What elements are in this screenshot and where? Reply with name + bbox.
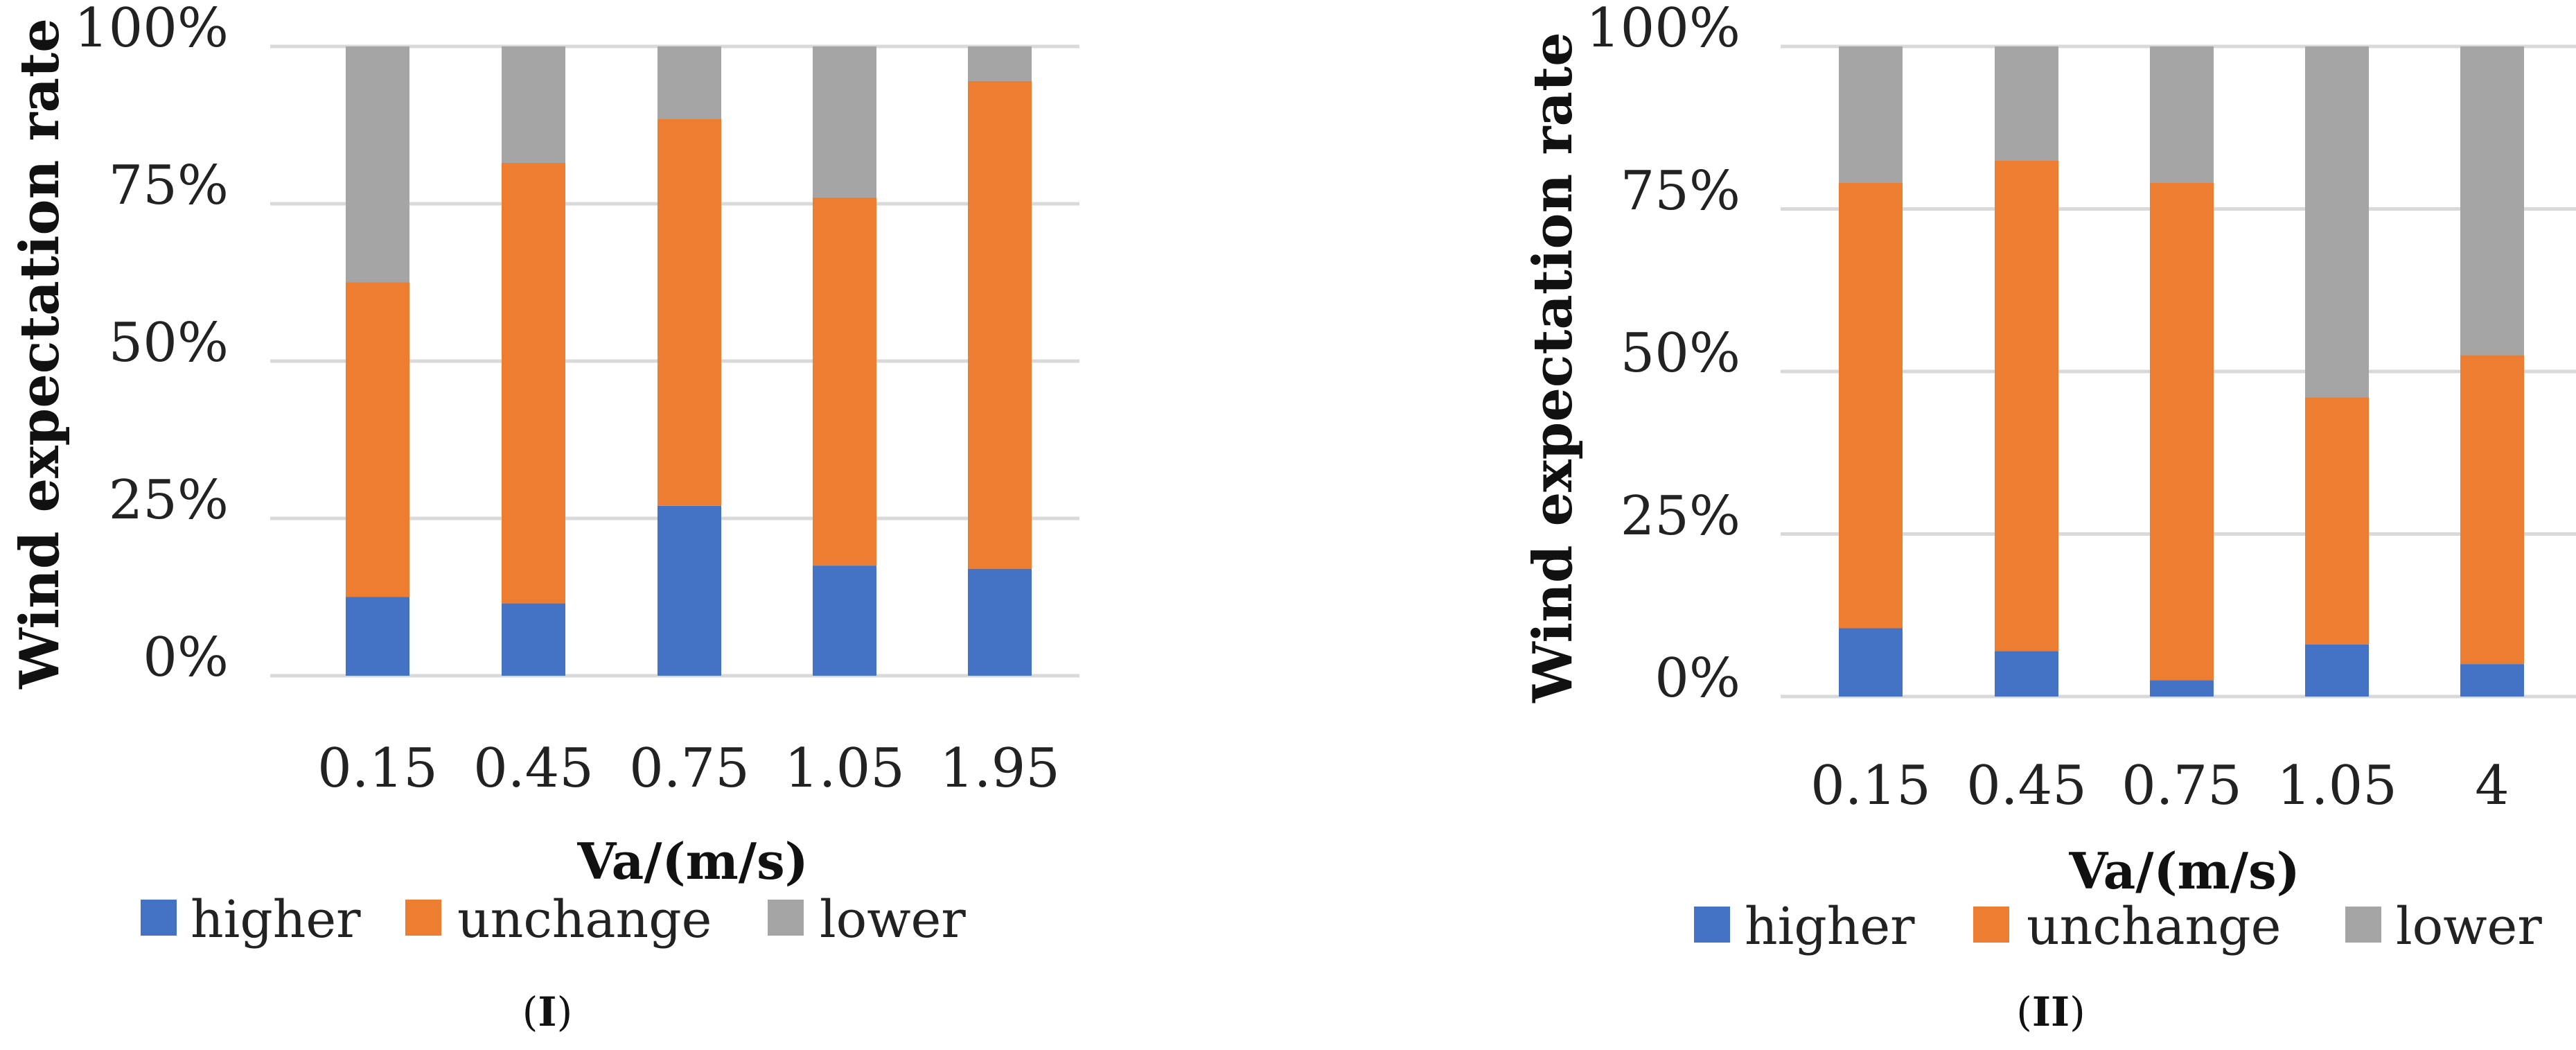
bar-unchange-0.75 — [2150, 182, 2214, 681]
x-tick-label: 0.15 — [317, 737, 438, 800]
legend-label-higher: higher — [1745, 897, 1915, 956]
x-tick-label: 0.75 — [629, 737, 750, 800]
x-tick-label: 1.05 — [784, 737, 905, 800]
x-tick-label: 4 — [2475, 755, 2509, 817]
bar-higher-1.05 — [813, 566, 876, 676]
chart-2-x-axis-title: Va/(m/s) — [2068, 841, 2300, 900]
y-tick-label: 75% — [1621, 160, 1740, 222]
bar-lower-1.95 — [968, 46, 1032, 81]
bar-lower-0.15 — [346, 46, 409, 283]
legend-swatch-unchange — [405, 900, 441, 936]
legend-swatch-higher — [141, 900, 177, 936]
chart-2-legend: higher unchange lower — [1694, 897, 2542, 956]
legend-swatch-unchange — [1973, 907, 2009, 943]
legend-label-higher: higher — [191, 890, 361, 950]
bar-lower-0.75 — [2150, 46, 2214, 183]
chart-1-x-ticks: 0.15 0.45 0.75 1.05 1.95 — [317, 737, 1060, 800]
bar-higher-0.45 — [502, 603, 565, 676]
y-tick-label: 25% — [109, 469, 229, 532]
bar-unchange-1.95 — [968, 80, 1032, 569]
chart-2-caption-label: II — [2032, 988, 2070, 1035]
y-tick-label: 50% — [109, 312, 229, 374]
y-tick-label: 100% — [1586, 0, 1740, 60]
bar-higher-1.05 — [2305, 644, 2369, 697]
bar-higher-0.75 — [2150, 680, 2214, 697]
bar-lower-0.45 — [502, 46, 565, 163]
y-tick-label: 100% — [74, 0, 229, 60]
chart-1-bars — [346, 46, 1032, 676]
bar-higher-0.45 — [1995, 651, 2058, 697]
y-tick-label: 75% — [109, 155, 229, 217]
chart-1-x-axis-title: Va/(m/s) — [576, 832, 808, 891]
bar-unchange-1.05 — [813, 197, 876, 566]
x-tick-label: 1.05 — [2277, 755, 2397, 817]
chart-1-legend: higher unchange lower — [141, 890, 966, 950]
bar-lower-4 — [2460, 46, 2524, 356]
bar-unchange-0.15 — [346, 282, 409, 597]
legend-label-lower: lower — [820, 890, 966, 950]
bar-lower-0.75 — [658, 46, 721, 119]
chart-2-x-ticks: 0.15 0.45 0.75 1.05 4 — [1810, 755, 2509, 817]
x-tick-label: 0.15 — [1810, 755, 1931, 817]
x-tick-label: 0.45 — [1966, 755, 2087, 817]
chart-1-y-axis-title: Wind expectation rate — [8, 18, 71, 689]
chart-2-caption: (II) — [2016, 988, 2085, 1035]
x-tick-label: 1.95 — [939, 737, 1060, 800]
bar-higher-0.75 — [658, 505, 721, 676]
bar-unchange-0.75 — [658, 119, 721, 506]
bar-higher-0.15 — [1839, 628, 1903, 697]
bar-unchange-1.05 — [2305, 397, 2369, 645]
bar-lower-1.05 — [813, 46, 876, 198]
bar-lower-0.15 — [1839, 46, 1903, 183]
chart-2-y-ticks: 0% 25% 50% 75% 100% — [1586, 0, 1740, 710]
legend-swatch-higher — [1694, 907, 1730, 943]
bar-lower-0.45 — [1995, 46, 2058, 161]
y-tick-label: 0% — [143, 627, 229, 689]
legend-swatch-lower — [768, 900, 804, 936]
y-tick-label: 50% — [1621, 322, 1740, 385]
chart-1-caption: (I) — [522, 988, 572, 1035]
chart-1: 0% 25% 50% 75% 100% 0.15 0.45 0.75 1.05 … — [8, 0, 1079, 1035]
y-tick-label: 25% — [1621, 485, 1740, 548]
bar-unchange-0.45 — [502, 162, 565, 604]
bar-lower-1.05 — [2305, 46, 2369, 398]
legend-swatch-lower — [2345, 907, 2381, 943]
chart-1-y-ticks: 0% 25% 50% 75% 100% — [74, 0, 229, 689]
bar-higher-4 — [2460, 664, 2524, 697]
bar-higher-1.95 — [968, 568, 1032, 676]
chart-1-caption-label: I — [538, 988, 556, 1035]
chart-2: 0% 25% 50% 75% 100% 0.15 0.45 0.75 1.05 … — [1521, 0, 2576, 1035]
x-tick-label: 0.75 — [2121, 755, 2242, 817]
legend-label-unchange: unchange — [2027, 897, 2281, 956]
bar-unchange-0.15 — [1839, 182, 1903, 629]
chart-2-bars — [1839, 46, 2524, 697]
x-tick-label: 0.45 — [473, 737, 594, 800]
bar-higher-0.15 — [346, 597, 409, 676]
y-tick-label: 0% — [1655, 647, 1740, 710]
legend-label-unchange: unchange — [457, 890, 712, 950]
legend-label-lower: lower — [2396, 897, 2542, 956]
bar-unchange-4 — [2460, 355, 2524, 665]
bar-unchange-0.45 — [1995, 160, 2058, 651]
chart-2-y-axis-title: Wind expectation rate — [1521, 32, 1585, 703]
